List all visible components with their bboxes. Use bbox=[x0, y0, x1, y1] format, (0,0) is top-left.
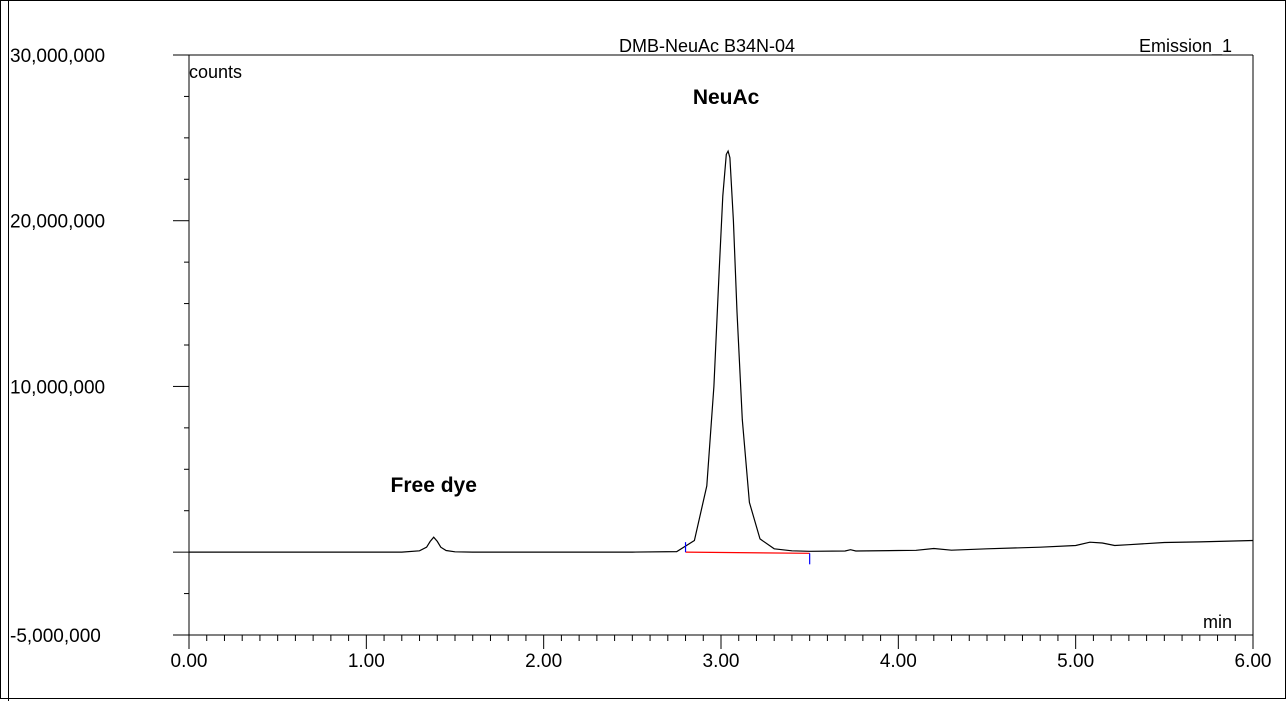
integration-baseline bbox=[685, 551, 810, 554]
channel-label: Emission_1 bbox=[1139, 36, 1232, 57]
axis-ticks bbox=[173, 54, 1254, 649]
y-tick-label: -5,000,000 bbox=[10, 626, 101, 647]
x-tick-label: 3.00 bbox=[703, 651, 740, 672]
x-tick-label: 0.00 bbox=[171, 651, 208, 672]
tick-labels: 30,000,000 20,000,000 10,000,000 -5,000,000… bbox=[10, 46, 1271, 672]
y-axis-label: counts bbox=[189, 62, 242, 82]
chart-title: DMB-NeuAc B34N-04 bbox=[619, 36, 795, 56]
y-tick-label: 10,000,000 bbox=[10, 377, 105, 398]
x-tick-label: 4.00 bbox=[880, 651, 917, 672]
series-line bbox=[189, 149, 1254, 553]
x-tick-label: 5.00 bbox=[1057, 651, 1094, 672]
x-tick-label: 1.00 bbox=[348, 651, 385, 672]
y-tick-label: 20,000,000 bbox=[10, 212, 105, 233]
peak-annotation: NeuAc bbox=[693, 86, 760, 109]
x-axis-label: min bbox=[1203, 612, 1232, 632]
x-tick-label: 6.00 bbox=[1235, 651, 1272, 672]
peak-annotation: Free dye bbox=[391, 474, 477, 497]
x-tick-label: 2.00 bbox=[525, 651, 562, 672]
axes bbox=[188, 54, 1254, 636]
y-tick-label: 30,000,000 bbox=[10, 46, 105, 67]
frame-inner-left-border bbox=[8, 0, 9, 701]
plot-area: Free dye NeuAc bbox=[189, 86, 1254, 565]
